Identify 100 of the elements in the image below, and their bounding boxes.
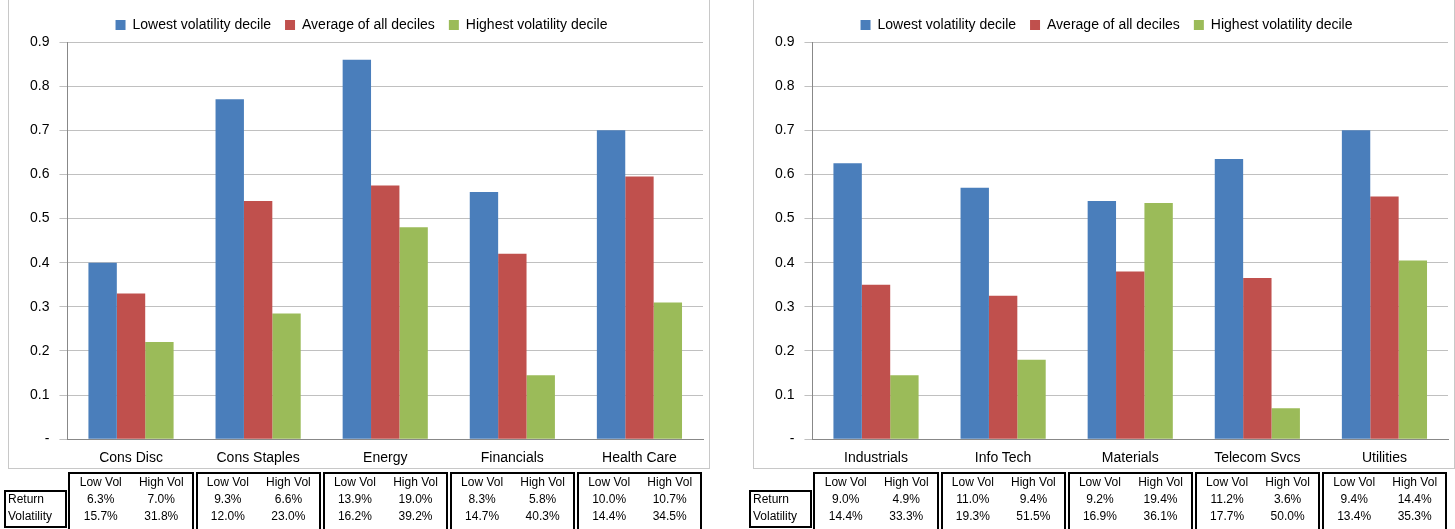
text: Low Vol <box>1332 474 1377 490</box>
bar <box>1087 200 1117 439</box>
text: High Vol <box>519 474 566 490</box>
y-tick-label: 0.3 <box>774 297 795 314</box>
bar <box>861 284 891 439</box>
text: Low Vol <box>823 474 868 490</box>
text: 13.9% <box>336 491 373 507</box>
text: 34.5% <box>651 508 688 524</box>
text: 23.0% <box>270 508 307 524</box>
text: Volatility <box>753 508 798 524</box>
text: 40.3% <box>524 508 561 524</box>
bar <box>1271 408 1300 439</box>
bar <box>498 253 527 439</box>
y-tick-label: 0.5 <box>774 209 795 226</box>
text: 35.3% <box>1396 508 1433 524</box>
bar <box>272 313 301 439</box>
x-tick-label: Cons Staples <box>216 449 300 466</box>
text: 31.8% <box>143 508 180 524</box>
text: Low Vol <box>78 474 123 490</box>
text: 36.1% <box>1142 508 1179 524</box>
bar <box>833 163 862 439</box>
bar <box>1214 158 1244 439</box>
text: 13.4% <box>1336 508 1373 524</box>
bar <box>526 375 555 439</box>
text: Low Vol <box>332 474 377 490</box>
text: 33.3% <box>888 508 925 524</box>
bar <box>215 99 244 439</box>
x-tick-label: Telecom Svcs <box>1214 449 1301 466</box>
text: Low Vol <box>1205 474 1250 490</box>
bar <box>653 302 683 439</box>
bar <box>116 293 146 439</box>
y-tick-label: 0.6 <box>29 165 50 182</box>
text: 19.4% <box>1142 491 1179 507</box>
text: High Vol <box>1391 474 1439 490</box>
bar <box>88 262 117 439</box>
text: Low Vol <box>587 474 632 490</box>
text: 9.0% <box>831 491 861 507</box>
text: 8.3% <box>467 491 497 507</box>
bar <box>988 295 1018 439</box>
text: 9.3% <box>213 491 243 507</box>
bar <box>890 375 919 439</box>
y-tick-label: 0.2 <box>29 341 50 358</box>
text: 6.6% <box>273 491 304 507</box>
text: 9.2% <box>1085 491 1115 507</box>
text: High Vol <box>1264 474 1311 490</box>
text: 19.0% <box>397 491 434 507</box>
text: 9.4% <box>1339 491 1369 507</box>
x-tick-label: Cons Disc <box>99 449 163 466</box>
text: 9.4% <box>1018 491 1049 507</box>
text: 15.7% <box>82 508 119 524</box>
x-tick-label: Materials <box>1101 449 1159 466</box>
y-tick-label: 0.9 <box>774 32 795 49</box>
x-tick-label: Energy <box>363 449 408 466</box>
text: High Vol <box>646 474 694 490</box>
bar <box>469 192 499 439</box>
bar <box>1116 271 1145 439</box>
bar <box>596 130 626 439</box>
y-tick-label: 0.1 <box>29 385 50 402</box>
text: 11.2% <box>1209 491 1245 507</box>
text: High Vol <box>1137 474 1184 490</box>
x-tick-label: Health Care <box>602 449 678 466</box>
text: High Vol <box>392 474 439 490</box>
text: High Vol <box>1010 474 1057 490</box>
text: High Vol <box>137 474 185 490</box>
text: 10.7% <box>651 491 688 507</box>
text: 16.2% <box>336 508 373 524</box>
text: 14.4% <box>591 508 628 524</box>
text: 11.0% <box>955 491 991 507</box>
text: 17.7% <box>1209 508 1246 524</box>
x-tick-label: Info Tech <box>974 449 1032 466</box>
text: 6.3% <box>86 491 116 507</box>
text: Low Vol <box>1077 474 1122 490</box>
bar <box>1398 260 1428 439</box>
text: 14.7% <box>464 508 501 524</box>
text: 16.9% <box>1081 508 1118 524</box>
y-tick-label: 0.6 <box>774 165 795 182</box>
y-tick-label: - <box>44 430 50 447</box>
text: High Vol <box>265 474 312 490</box>
x-tick-label: Industrials <box>844 449 908 466</box>
text: 7.0% <box>146 491 176 507</box>
y-tick-label: 0.8 <box>29 76 50 93</box>
text: 39.2% <box>397 508 434 524</box>
bar <box>625 176 654 439</box>
y-tick-label: 0.1 <box>774 385 795 402</box>
bar <box>1341 130 1371 439</box>
bar <box>1144 203 1173 439</box>
text: 4.9% <box>891 491 921 507</box>
bar <box>243 200 273 439</box>
text: Low Vol <box>460 474 505 490</box>
text: 19.3% <box>954 508 991 524</box>
y-tick-label: 0.3 <box>29 297 50 314</box>
y-tick-label: 0.7 <box>29 121 50 138</box>
bar <box>145 342 174 439</box>
y-tick-label: 0.4 <box>774 253 795 270</box>
text: 14.4% <box>1396 491 1433 507</box>
y-tick-label: 0.9 <box>29 32 50 49</box>
bar <box>399 227 428 439</box>
text: 10.0% <box>591 491 628 507</box>
bar <box>1243 278 1272 439</box>
bar <box>1017 359 1046 439</box>
